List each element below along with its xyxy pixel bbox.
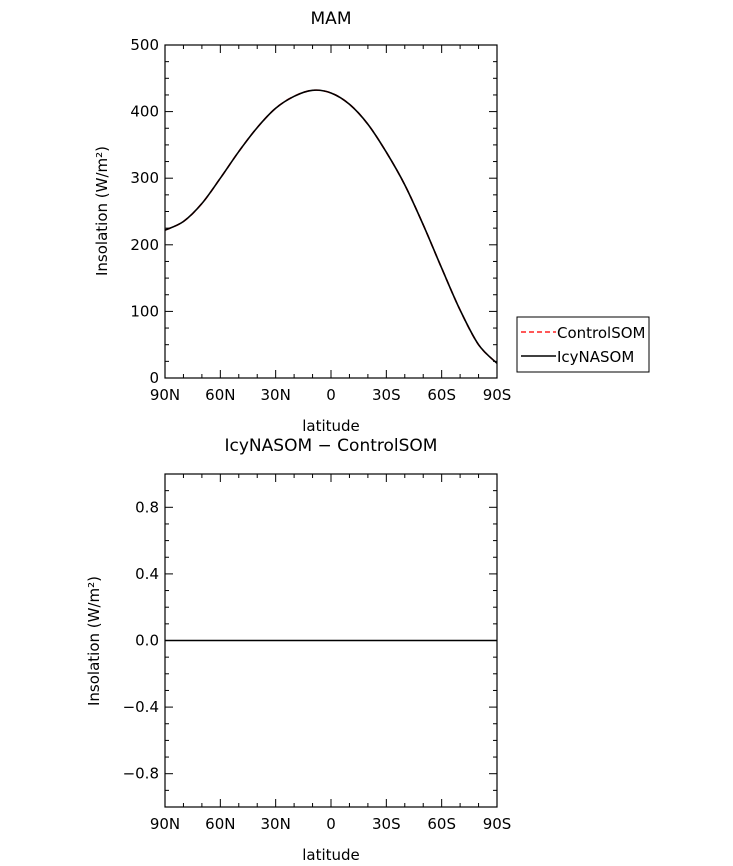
legend-label-icynasom: IcyNASOM	[557, 348, 634, 366]
top-chart-title: MAM	[311, 9, 352, 29]
top-x-tick-label: 90S	[483, 386, 512, 404]
bottom-x-tick-label: 60N	[205, 815, 235, 833]
top-panel: MAM 90N 60N 30N 0 30S 60S 90S0100200300400500 …	[93, 9, 650, 435]
top-y-tick-label: 100	[130, 302, 159, 320]
top-x-tick-label: 90N	[150, 386, 180, 404]
bottom-x-tick-label: 30N	[261, 815, 291, 833]
bottom-y-axis-label: Insolation (W/m²)	[85, 576, 103, 706]
bottom-y-tick-label: −0.4	[123, 698, 159, 716]
top-series-group	[164, 89, 498, 364]
bottom-y-tick-label: 0.4	[135, 565, 159, 583]
top-y-tick-label: 200	[130, 236, 159, 254]
top-x-tick-label: 30N	[261, 386, 291, 404]
bottom-x-tick-label: 90S	[483, 815, 512, 833]
bottom-x-tick-label: 60S	[427, 815, 456, 833]
top-series-line-icynasom	[164, 89, 498, 364]
bottom-x-tick-label: 90N	[150, 815, 180, 833]
bottom-chart-title: IcyNASOM − ControlSOM	[225, 436, 438, 456]
top-x-axis-label: latitude	[302, 417, 360, 435]
top-y-tick-label: 0	[149, 369, 159, 387]
top-x-tick-label: 60N	[205, 386, 235, 404]
bottom-x-tick-label: 0	[326, 815, 336, 833]
top-plot-frame	[164, 44, 498, 379]
top-series-line-controlsom	[164, 89, 498, 364]
legend: ControlSOM IcyNASOM	[516, 316, 650, 373]
top-y-axis-label: Insolation (W/m²)	[93, 146, 111, 276]
top-x-tick-label: 30S	[372, 386, 401, 404]
legend-label-controlsom: ControlSOM	[557, 324, 646, 342]
legend-box	[516, 316, 650, 373]
bottom-y-tick-label: −0.8	[123, 765, 159, 783]
bottom-panel: IcyNASOM − ControlSOM 90N 60N 30N 0 30S 60S 90…	[85, 436, 511, 864]
bottom-x-axis-label: latitude	[302, 846, 360, 864]
bottom-x-tick-label: 30S	[372, 815, 401, 833]
top-y-tick-label: 500	[130, 36, 159, 54]
top-x-tick-label: 60S	[427, 386, 456, 404]
bottom-y-tick-label: 0.8	[135, 498, 159, 516]
bottom-y-tick-label: 0.0	[135, 632, 159, 650]
top-y-tick-label: 400	[130, 103, 159, 121]
top-y-tick-label: 300	[130, 169, 159, 187]
top-x-tick-label: 0	[326, 386, 336, 404]
